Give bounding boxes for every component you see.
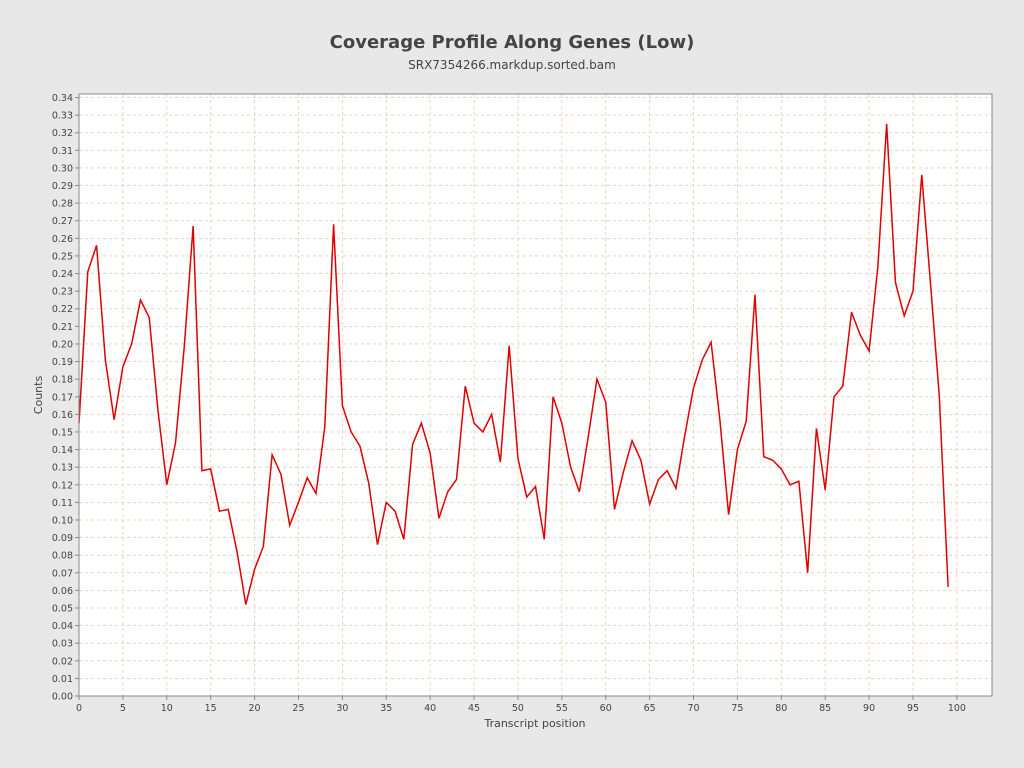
y-axis-label: Counts (32, 376, 45, 415)
x-tick-label: 70 (687, 703, 699, 714)
y-tick-label: 0.26 (52, 234, 73, 245)
x-tick-label: 30 (336, 703, 348, 714)
y-tick-label: 0.15 (52, 427, 73, 438)
y-axis: 0.00 0.01 0.02 0.03 0.04 0.05 0.06 0.07 0.08 0.09… (52, 93, 79, 703)
x-tick-label: 80 (775, 703, 787, 714)
y-tick-label: 0.21 (52, 322, 73, 333)
x-tick-label: 75 (731, 703, 743, 714)
x-tick-label: 90 (863, 703, 875, 714)
x-tick-label: 0 (76, 703, 82, 714)
y-tick-label: 0.19 (52, 357, 73, 368)
plot-border (78, 93, 993, 697)
y-tick-label: 0.00 (52, 692, 73, 703)
x-tick-label: 100 (948, 703, 966, 714)
y-tick-label: 0.27 (52, 216, 73, 227)
y-tick-label: 0.30 (52, 163, 73, 174)
chart-subtitle: SRX7354266.markdup.sorted.bam (408, 58, 616, 72)
y-tick-label: 0.12 (52, 480, 73, 491)
x-tick-label: 55 (556, 703, 568, 714)
x-tick-label: 65 (644, 703, 656, 714)
y-tick-label: 0.31 (52, 146, 73, 157)
y-tick-label: 0.32 (52, 128, 73, 139)
y-tick-label: 0.06 (52, 586, 73, 597)
y-tick-label: 0.08 (52, 551, 73, 562)
y-tick-label: 0.03 (52, 639, 73, 650)
y-tick-label: 0.09 (52, 533, 73, 544)
y-tick-label: 0.25 (52, 251, 73, 262)
y-tick-label: 0.14 (52, 445, 73, 456)
y-tick-label: 0.29 (52, 181, 73, 192)
x-axis-label: Transcript position (483, 717, 585, 730)
y-tick-label: 0.04 (52, 621, 73, 632)
y-tick-label: 0.13 (52, 463, 73, 474)
x-tick-label: 25 (292, 703, 304, 714)
chart-title: Coverage Profile Along Genes (Low) (330, 32, 695, 53)
y-tick-label: 0.33 (52, 111, 73, 122)
x-tick-label: 15 (205, 703, 217, 714)
y-tick-label: 0.18 (52, 375, 73, 386)
series-layer (78, 123, 949, 605)
y-tick-label: 0.28 (52, 199, 73, 210)
x-axis: 0 5 10 15 20 25 30 35 40 45 50 55 60 65 70 75 80 85 90 95 10… (76, 696, 966, 714)
series-line (78, 123, 949, 605)
y-tick-label: 0.07 (52, 568, 73, 579)
y-tick-label: 0.16 (52, 410, 73, 421)
x-tick-label: 20 (249, 703, 261, 714)
x-tick-label: 10 (161, 703, 173, 714)
y-tick-label: 0.10 (52, 515, 73, 526)
y-tick-label: 0.17 (52, 392, 73, 403)
x-tick-label: 85 (819, 703, 831, 714)
y-tick-label: 0.02 (52, 656, 73, 667)
x-tick-label: 5 (120, 703, 126, 714)
x-tick-label: 95 (907, 703, 919, 714)
x-tick-label: 50 (512, 703, 524, 714)
y-tick-label: 0.22 (52, 304, 73, 315)
y-tick-label: 0.01 (52, 674, 73, 685)
y-tick-label: 0.05 (52, 603, 73, 614)
x-tick-label: 35 (380, 703, 392, 714)
plot-area (79, 94, 992, 696)
y-tick-label: 0.20 (52, 339, 73, 350)
y-tick-label: 0.11 (52, 498, 73, 509)
y-tick-label: 0.23 (52, 287, 73, 298)
y-tick-label: 0.34 (52, 93, 73, 104)
x-tick-label: 45 (468, 703, 480, 714)
x-tick-label: 40 (424, 703, 436, 714)
y-tick-label: 0.24 (52, 269, 73, 280)
x-tick-label: 60 (600, 703, 612, 714)
